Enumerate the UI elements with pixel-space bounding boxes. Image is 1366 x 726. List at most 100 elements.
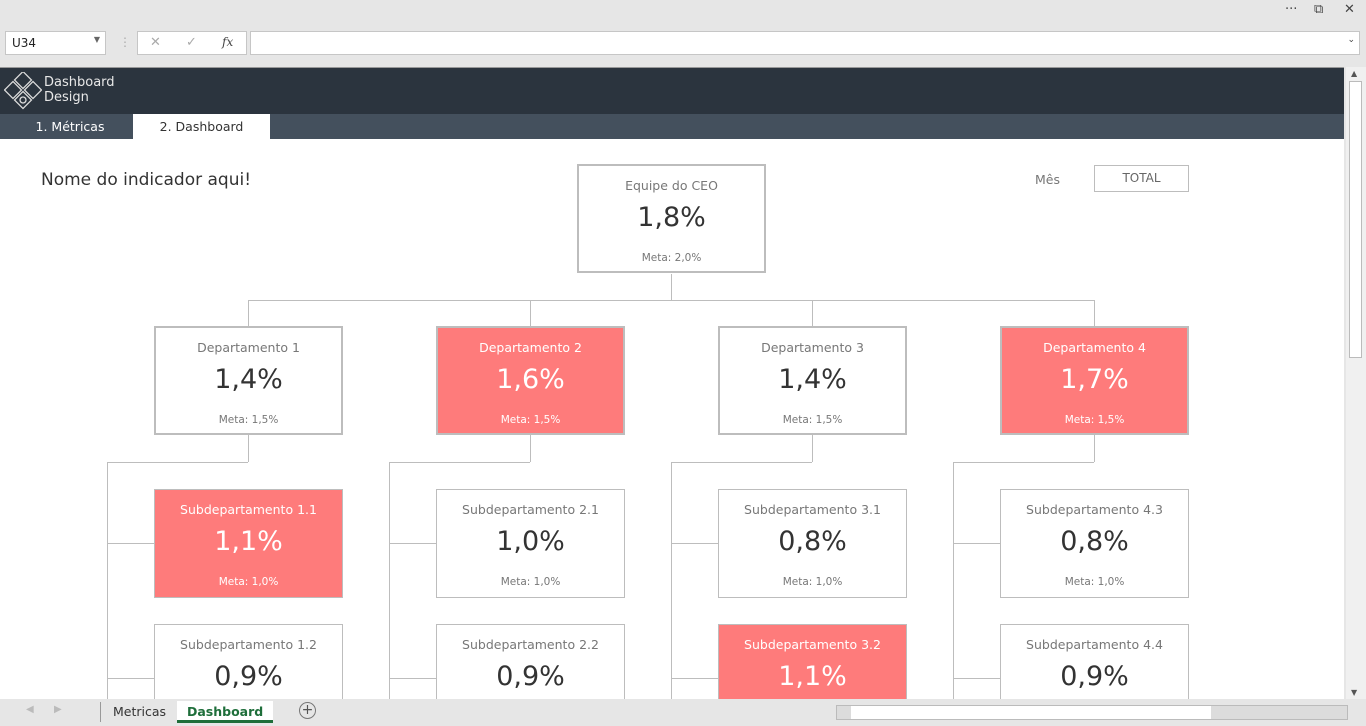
connector-line — [248, 300, 249, 326]
box-title: Departamento 2 — [479, 340, 582, 355]
tab-metricas[interactable]: 1. Métricas — [35, 119, 105, 134]
subdepartment-box[interactable]: Subdepartamento 3.1 0,8% Meta: 1,0% — [718, 489, 907, 598]
department-box[interactable]: Departamento 1 1,4% Meta: 1,5% — [154, 326, 343, 435]
box-meta: Meta: 1,5% — [218, 414, 279, 426]
box-title: Subdepartamento 3.1 — [744, 502, 881, 517]
horizontal-scrollbar[interactable] — [836, 705, 1348, 720]
chevron-down-icon[interactable]: ▼ — [93, 35, 100, 44]
month-selector[interactable]: TOTAL — [1094, 165, 1189, 192]
function-icon[interactable]: fx — [222, 35, 234, 49]
connector-line — [671, 462, 672, 699]
logo-line-2: Design — [44, 90, 89, 105]
prev-sheet-icon[interactable]: ◀ — [26, 704, 34, 715]
box-value: 1,4% — [778, 364, 847, 395]
formula-input[interactable]: ⌄ — [250, 31, 1360, 55]
tab-dashboard[interactable]: 2. Dashboard — [133, 114, 270, 139]
connector-line — [389, 462, 390, 699]
logo-text: Dashboard Design — [44, 75, 115, 105]
box-meta: Meta: 1,5% — [1064, 414, 1125, 426]
enter-icon[interactable]: ✓ — [186, 35, 197, 50]
restore-icon[interactable]: ⧉ — [1314, 2, 1324, 17]
connector-line — [671, 462, 812, 463]
box-value: 1,1% — [778, 661, 847, 692]
box-value: 0,8% — [1060, 526, 1129, 557]
connector-line — [107, 462, 108, 699]
box-title: Subdepartamento 4.4 — [1026, 637, 1163, 652]
subdepartment-box[interactable]: Subdepartamento 4.4 0,9% — [1000, 624, 1189, 699]
box-value: 1,8% — [637, 202, 706, 233]
subdepartment-box[interactable]: Subdepartamento 2.2 0,9% — [436, 624, 625, 699]
sheet-tab-metricas[interactable]: Metricas — [113, 704, 167, 719]
logo-icon — [4, 72, 42, 110]
connector-line — [389, 462, 530, 463]
box-meta: Meta: 1,0% — [782, 576, 843, 588]
grip-icon: ⋮ — [119, 35, 131, 49]
add-sheet-icon[interactable]: + — [299, 702, 316, 719]
dashboard-header: Dashboard Design — [0, 68, 1344, 114]
close-icon[interactable]: ✕ — [1344, 2, 1355, 17]
box-value: 0,9% — [214, 661, 283, 692]
subdepartment-box[interactable]: Subdepartamento 3.2 1,1% — [718, 624, 907, 699]
dashboard-nav: 1. Métricas 2. Dashboard — [0, 114, 1344, 139]
box-title: Subdepartamento 2.1 — [462, 502, 599, 517]
connector-line — [107, 678, 154, 679]
box-meta: Meta: 1,5% — [782, 414, 843, 426]
sheet-tab-dashboard[interactable]: Dashboard — [177, 701, 274, 723]
h-scroll-thumb[interactable] — [851, 706, 1211, 719]
box-meta: Meta: 2,0% — [641, 252, 702, 264]
ceo-box[interactable]: Equipe do CEO 1,8% Meta: 2,0% — [577, 164, 766, 273]
box-meta: Meta: 1,5% — [500, 414, 561, 426]
formula-buttons: ✕ ✓ fx — [137, 31, 247, 55]
name-box-value: U34 — [12, 36, 37, 50]
connector-line — [671, 678, 718, 679]
box-value: 1,0% — [496, 526, 565, 557]
connector-line — [107, 462, 248, 463]
box-title: Equipe do CEO — [625, 178, 718, 193]
box-value: 0,9% — [496, 661, 565, 692]
subdepartment-box[interactable]: Subdepartamento 4.3 0,8% Meta: 1,0% — [1000, 489, 1189, 598]
connector-line — [953, 462, 1094, 463]
subdepartment-box[interactable]: Subdepartamento 1.1 1,1% Meta: 1,0% — [154, 489, 343, 598]
connector-line — [248, 300, 1095, 301]
department-box[interactable]: Departamento 4 1,7% Meta: 1,5% — [1000, 326, 1189, 435]
box-title: Subdepartamento 1.2 — [180, 637, 317, 652]
box-title: Departamento 1 — [197, 340, 300, 355]
box-value: 0,9% — [1060, 661, 1129, 692]
box-value: 0,8% — [778, 526, 847, 557]
connector-line — [1094, 300, 1095, 326]
connector-line — [530, 435, 531, 462]
box-title: Departamento 4 — [1043, 340, 1146, 355]
box-title: Subdepartamento 4.3 — [1026, 502, 1163, 517]
connector-line — [953, 678, 1000, 679]
box-title: Subdepartamento 2.2 — [462, 637, 599, 652]
department-box[interactable]: Departamento 2 1,6% Meta: 1,5% — [436, 326, 625, 435]
connector-line — [671, 543, 718, 544]
box-title: Subdepartamento 1.1 — [180, 502, 317, 517]
department-box[interactable]: Departamento 3 1,4% Meta: 1,5% — [718, 326, 907, 435]
vertical-scrollbar[interactable]: ▲ ▼ — [1346, 67, 1366, 699]
box-meta: Meta: 1,0% — [218, 576, 279, 588]
connector-line — [248, 435, 249, 462]
expand-icon[interactable]: ⌄ — [1347, 35, 1355, 45]
connector-line — [389, 678, 436, 679]
name-box[interactable]: U34 ▼ — [5, 31, 106, 55]
connector-line — [1094, 435, 1095, 462]
connector-line — [953, 543, 1000, 544]
logo-line-1: Dashboard — [44, 75, 115, 90]
subdepartment-box[interactable]: Subdepartamento 2.1 1,0% Meta: 1,0% — [436, 489, 625, 598]
subdepartment-box[interactable]: Subdepartamento 1.2 0,9% — [154, 624, 343, 699]
month-label: Mês — [1035, 172, 1060, 187]
dashboard-sheet: Dashboard Design 1. Métricas 2. Dashboard… — [0, 67, 1344, 699]
scroll-thumb[interactable] — [1349, 81, 1362, 358]
connector-line — [530, 300, 531, 326]
next-sheet-icon[interactable]: ▶ — [54, 704, 62, 715]
connector-line — [671, 274, 672, 300]
more-options-icon[interactable]: ··· — [1285, 2, 1298, 17]
indicator-title: Nome do indicador aqui! — [41, 170, 252, 190]
sheet-tab-bar: ◀ ▶ Metricas Dashboard + — [0, 699, 1366, 726]
cancel-icon[interactable]: ✕ — [150, 35, 161, 50]
connector-line — [812, 300, 813, 326]
box-value: 1,6% — [496, 364, 565, 395]
box-meta: Meta: 1,0% — [1064, 576, 1125, 588]
box-value: 1,4% — [214, 364, 283, 395]
